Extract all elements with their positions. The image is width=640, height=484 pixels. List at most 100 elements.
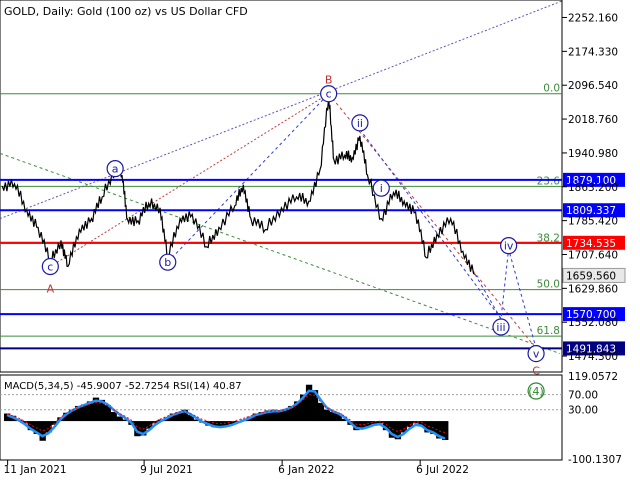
macd-histogram-bar: [329, 411, 336, 422]
macd-histogram-bar: [424, 421, 431, 433]
wave-label-circle: [372, 179, 390, 197]
macd-histogram-bar: [27, 421, 34, 431]
fibonacci-level-label: 23.6: [537, 175, 561, 187]
y-axis-tick-label: 1707.640: [568, 249, 618, 261]
main-plot-layer: 0.0 23.6 38.2 50.0 61.8 1879.100 1809.337 1734.…: [0, 0, 626, 400]
macd-histogram-bar: [193, 419, 200, 422]
fibonacci-level-label: 50.0: [537, 279, 560, 291]
wave-label-text: iv: [504, 240, 514, 253]
macd-histogram-bar: [382, 421, 390, 431]
fibonacci-level-label: 61.8: [537, 325, 560, 337]
macd-histogram-bar: [359, 421, 366, 429]
indicator-plot-layer: 119.0572 70.00 30.00 -100.1307: [0, 371, 622, 466]
macd-histogram-bar: [335, 413, 342, 422]
macd-histogram-bar: [80, 404, 88, 422]
macd-histogram-bar: [264, 410, 271, 422]
price-level-badge: [563, 341, 625, 356]
macd-histogram-bar: [305, 384, 313, 422]
price-level-label: 1734.535: [566, 238, 616, 250]
wave-label-text: c: [326, 88, 332, 101]
x-axis-tick-label: 6 Jan 2022: [278, 464, 334, 476]
price-level-badge: [563, 307, 625, 322]
wave-label-text: v: [533, 348, 540, 361]
macd-histogram-bar: [175, 411, 182, 422]
macd-histogram-bar: [288, 405, 295, 422]
wave-label-text: b: [164, 256, 171, 269]
macd-histogram-bar: [436, 421, 443, 439]
indicator-axis-label: 70.00: [568, 390, 598, 402]
price-level-badge: [563, 203, 625, 218]
wave-label-circle: [500, 237, 518, 255]
macd-histogram-bar: [341, 418, 348, 422]
macd-histogram-bar: [152, 421, 159, 424]
macd-histogram-bar: [228, 421, 236, 425]
blue-trendline-b-c: [167, 93, 330, 263]
wave-label-circle: [106, 159, 124, 178]
macd-histogram-bar: [276, 410, 283, 422]
y-axis-tick-label: 1629.860: [568, 283, 618, 295]
macd-histogram-bar: [282, 408, 289, 422]
macd-histogram-bar: [122, 419, 129, 422]
macd-histogram-bar: [294, 401, 301, 422]
macd-histogram-bar: [323, 409, 330, 422]
y-axis-tick-label: 1474.300: [568, 351, 618, 363]
macd-signal-line: [6, 389, 446, 440]
macd-histogram-bar: [376, 421, 384, 424]
macd-histogram-bar: [21, 421, 29, 424]
macd-histogram-bar: [400, 421, 407, 433]
x-axis-tick-label: 6 Jul 2022: [416, 464, 469, 476]
y-axis-tick-label: 2174.330: [568, 46, 618, 58]
red-trendline-AB: [50, 93, 329, 267]
macd-histogram-bar: [146, 421, 153, 429]
price-level-badge: [563, 235, 625, 250]
macd-histogram-bar: [442, 421, 449, 441]
macd-histogram-bar: [418, 421, 425, 427]
macd-histogram-bar: [217, 421, 224, 428]
upper-channel-line: [0, 0, 563, 220]
macd-histogram-bar: [311, 390, 319, 422]
wave-label-text: A: [47, 283, 55, 296]
macd-histogram-bar: [92, 397, 100, 422]
x-axis-tick-label: 11 Jan 2021: [4, 464, 67, 476]
wave-label-circle: [41, 257, 59, 276]
macd-histogram-bar: [258, 411, 265, 422]
macd-histogram-bar: [45, 421, 52, 433]
rsi-line: [6, 394, 446, 434]
wave-label-circle: [492, 318, 510, 336]
macd-histogram-bar: [140, 421, 147, 436]
macd-histogram-bar: [169, 413, 177, 422]
y-axis-tick-label: 2018.760: [568, 114, 618, 126]
y-axis-tick-label: 1863.200: [568, 182, 618, 194]
macd-histogram-bar: [134, 421, 141, 437]
macd-histogram-bar: [388, 421, 396, 438]
macd-histogram-bar: [317, 402, 325, 422]
wave-label-text: i: [380, 182, 383, 195]
macd-histogram-bar: [270, 409, 277, 422]
wave-label-text: c: [47, 261, 53, 274]
macd-histogram-bar: [4, 413, 11, 422]
indicator-label: MACD(5,34,5) -45.9007 -52.7254 RSI(14) 4…: [4, 381, 242, 392]
y-axis-tick-label: 2096.540: [568, 80, 618, 92]
price-level-label: 1879.100: [566, 175, 616, 187]
wave-label-circle: [159, 253, 177, 271]
wave-label-text: ii: [357, 117, 363, 130]
macd-histogram-bar: [75, 405, 82, 422]
y-axis-tick-label: 2252.160: [568, 12, 618, 24]
price-level-label: 1491.843: [566, 343, 616, 355]
indicator-axis-label: -100.1307: [568, 454, 622, 466]
y-axis-tick-label: 1552.080: [568, 317, 618, 329]
chart-title: GOLD, Daily: Gold (100 oz) vs US Dollar …: [4, 5, 248, 18]
macd-histogram-bar: [252, 413, 259, 422]
price-level-badge: [563, 172, 625, 187]
y-axis-tick-label: 1785.420: [568, 216, 618, 228]
macd-histogram-bar: [223, 421, 230, 427]
wave-label-text: (4): [528, 385, 544, 398]
wave-label-text: a: [112, 163, 119, 176]
x-axis-tick-label: 9 Jul 2021: [140, 464, 193, 476]
wave-label-circle: [527, 344, 545, 363]
macd-histogram-bar: [371, 421, 378, 425]
macd-histogram-bar: [181, 409, 188, 422]
red-trendline-BC: [328, 93, 537, 349]
macd-histogram-bar: [406, 421, 413, 428]
